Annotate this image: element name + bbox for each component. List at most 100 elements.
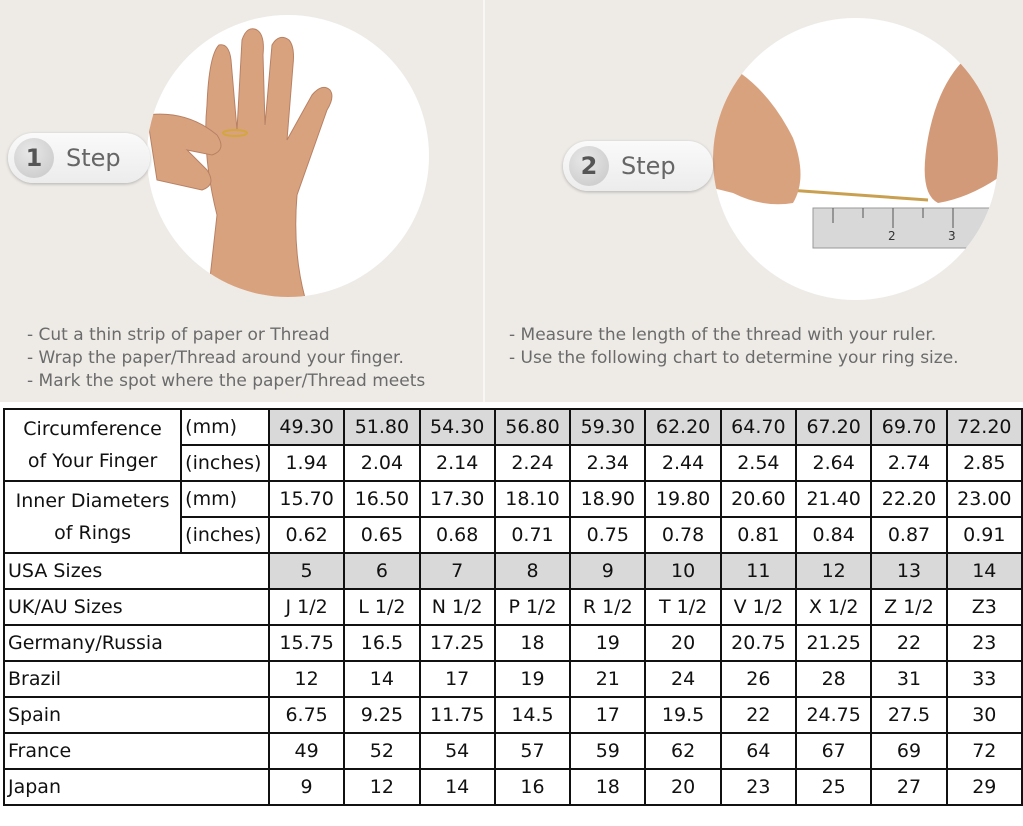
size-cell: 12 (267, 660, 346, 698)
size-cell: 51.80 (343, 408, 421, 446)
size-row: USA Sizes 5 6 7 8 9 10 11 12 13 14 (3, 552, 1023, 590)
size-cell: 72.20 (945, 408, 1023, 446)
size-cell: N 1/2 (418, 588, 496, 626)
size-cell: 27.5 (870, 696, 948, 734)
size-cell: 56.80 (493, 408, 572, 446)
size-cell: 16 (493, 768, 572, 806)
size-cell: 22 (870, 624, 948, 662)
size-cell: 69.70 (870, 408, 948, 446)
size-cell: 19 (493, 660, 572, 698)
size-cell: 2.64 (795, 444, 873, 482)
size-cell: 2.14 (418, 444, 496, 482)
unit-inches: (inches) (180, 516, 270, 554)
size-cell: 0.84 (795, 516, 873, 554)
size-cell: 17 (569, 696, 647, 734)
size-row: Brazil 12 14 17 19 21 24 26 28 31 33 (3, 660, 1023, 698)
size-cell: V 1/2 (719, 588, 798, 626)
size-cell: 57 (493, 732, 572, 770)
size-cell: 20.75 (719, 624, 798, 662)
size-cell: 31 (870, 660, 948, 698)
size-cell: 2.34 (569, 444, 647, 482)
panel-divider (483, 0, 485, 402)
size-row: France 49 52 54 57 59 62 64 67 69 72 (3, 732, 1023, 770)
size-cell: 64.70 (719, 408, 798, 446)
size-cell: 6.75 (267, 696, 346, 734)
size-cell: 67.20 (795, 408, 873, 446)
size-cell: 54 (418, 732, 496, 770)
size-cell: 64 (719, 732, 798, 770)
diameter-label: Inner Diameters of Rings (2, 480, 183, 554)
size-cell: 2.44 (644, 444, 722, 482)
size-cell: 72 (945, 732, 1023, 770)
row-label: Japan (3, 768, 270, 806)
size-cell: X 1/2 (795, 588, 873, 626)
size-cell: Z 1/2 (870, 588, 948, 626)
circumference-inches-row: (inches) 1.94 2.04 2.14 2.24 2.34 2.44 2.54 2.64… (4, 444, 1023, 482)
svg-text:2: 2 (888, 229, 896, 243)
size-cell: 62.20 (644, 408, 722, 446)
size-cell: 17.25 (418, 624, 496, 662)
size-cell: 49 (267, 732, 346, 770)
label-line: Inner Diameters (15, 490, 170, 512)
size-cell: 19.80 (644, 480, 722, 518)
circumference-label: Circumference of Your Finger (2, 408, 183, 482)
size-cell: 27 (870, 768, 948, 806)
instruction-line: - Cut a thin strip of paper or Thread (27, 325, 330, 345)
size-cell: 69 (870, 732, 948, 770)
size-cell: 2.24 (493, 444, 572, 482)
unit-inches: (inches) (180, 444, 270, 482)
step-label: Step (66, 144, 121, 172)
size-cell: 25 (795, 768, 873, 806)
size-cell: 59.30 (569, 408, 647, 446)
size-cell: 59 (569, 732, 647, 770)
instruction-line: - Use the following chart to determine y… (509, 348, 959, 368)
size-cell: 2.74 (870, 444, 948, 482)
size-cell: 0.68 (418, 516, 496, 554)
ruler-photo: 2 3 (713, 18, 998, 300)
size-cell: 12 (795, 552, 873, 590)
size-cell: 23 (945, 624, 1023, 662)
instruction-line: - Mark the spot where the paper/Thread m… (27, 371, 426, 391)
size-row: Spain 6.75 9.25 11.75 14.5 17 19.5 22 24.75 27.5 3… (3, 696, 1023, 734)
size-cell: 2.04 (343, 444, 421, 482)
size-cell: 20 (644, 624, 722, 662)
size-cell: 16.50 (343, 480, 421, 518)
size-cell: 0.75 (569, 516, 647, 554)
size-cell: 7 (418, 552, 496, 590)
circumference-mm-row: Circumference of Your Finger (mm) 49.30 51.8… (2, 408, 1023, 482)
size-cell: 22.20 (870, 480, 948, 518)
size-cell: 10 (644, 552, 722, 590)
row-label: Spain (3, 696, 270, 734)
size-cell: 15.70 (267, 480, 346, 518)
size-cell: 19 (569, 624, 647, 662)
size-cell: 9.25 (343, 696, 421, 734)
row-label: Germany/Russia (3, 624, 270, 662)
row-label: UK/AU Sizes (3, 588, 270, 626)
size-cell: 14 (418, 768, 496, 806)
size-cell: 28 (795, 660, 873, 698)
size-cell: 29 (945, 768, 1023, 806)
size-cell: 11 (719, 552, 798, 590)
size-cell: 33 (945, 660, 1023, 698)
step-number: 2 (569, 146, 609, 186)
svg-text:3: 3 (948, 229, 956, 243)
size-cell: 14.5 (493, 696, 572, 734)
size-cell: 6 (343, 552, 421, 590)
size-cell: 21.25 (795, 624, 873, 662)
size-cell: 67 (795, 732, 873, 770)
size-cell: 22 (719, 696, 798, 734)
label-line: of Your Finger (27, 450, 158, 472)
size-cell: 23 (719, 768, 798, 806)
label-line: of Rings (54, 522, 131, 544)
size-cell: 1.94 (267, 444, 346, 482)
diameter-mm-row: Inner Diameters of Rings (mm) 15.70 16.50 17.… (2, 480, 1023, 554)
size-cell: 30 (945, 696, 1023, 734)
step-number: 1 (14, 138, 54, 178)
instruction-line: - Measure the length of the thread with … (509, 325, 937, 345)
size-cell: 14 (945, 552, 1023, 590)
size-cell: 0.81 (719, 516, 798, 554)
size-row: Germany/Russia 15.75 16.5 17.25 18 19 20 20.75 2… (3, 624, 1023, 662)
size-cell: 18.10 (493, 480, 572, 518)
size-cell: 18 (569, 768, 647, 806)
size-cell: Z3 (945, 588, 1023, 626)
